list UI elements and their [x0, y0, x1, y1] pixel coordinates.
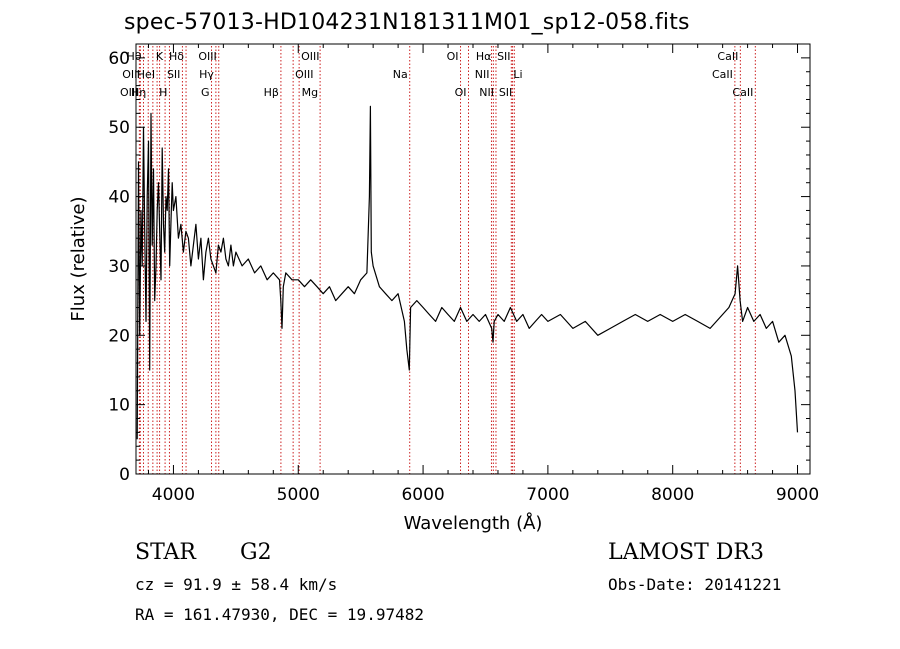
- x-tick-label-5000: 5000: [277, 485, 320, 505]
- y-tick-label-40: 40: [108, 188, 130, 208]
- line-marker-label-22: Hα: [476, 50, 492, 63]
- line-marker-label-8: H: [159, 86, 167, 99]
- line-marker-label-16: OIII: [301, 50, 319, 63]
- x-tick-label-9000: 9000: [776, 485, 819, 505]
- y-tick-label-60: 60: [108, 49, 130, 69]
- y-tick-label-50: 50: [108, 118, 130, 138]
- line-marker-label-21: NII: [475, 68, 490, 81]
- line-marker-label-5: HeI: [137, 68, 155, 81]
- line-marker-label-19: OI: [447, 50, 459, 63]
- line-markers-layer: [138, 46, 756, 474]
- spectrum-layer: [136, 105, 799, 440]
- line-marker-label-10: Hδ: [169, 50, 184, 63]
- y-axis-label: Flux (relative): [68, 196, 89, 321]
- y-tick-label-30: 30: [108, 257, 130, 277]
- line-marker-label-15: OIII: [295, 68, 313, 81]
- chart-title: spec-57013-HD104231N181311M01_sp12-058.f…: [124, 10, 690, 35]
- line-marker-label-17: Mg: [302, 86, 318, 99]
- line-marker-label-13: OIII: [198, 50, 216, 63]
- x-tick-label-8000: 8000: [651, 485, 694, 505]
- object-class: STAR: [135, 540, 196, 565]
- y-tick-label-20: 20: [108, 326, 130, 346]
- x-tick-label-4000: 4000: [152, 485, 195, 505]
- cz-value: cz = 91.9 ± 58.4 km/s: [135, 575, 338, 594]
- line-marker-label-12: Hγ: [199, 68, 214, 81]
- x-tick-label-7000: 7000: [526, 485, 569, 505]
- line-marker-label-24: Li: [513, 68, 522, 81]
- line-marker-label-2: Hθ: [126, 50, 141, 63]
- object-subclass: G2: [240, 540, 272, 565]
- y-tick-label-0: 0: [119, 465, 130, 485]
- line-marker-label-27: CaII: [712, 68, 733, 81]
- line-marker-label-14: Hβ: [264, 86, 279, 99]
- line-marker-label-0: OII: [122, 68, 137, 81]
- line-marker-label-9: SII: [167, 68, 180, 81]
- line-marker-label-3: Hη: [131, 86, 146, 99]
- line-marker-label-18: Na: [393, 68, 408, 81]
- plot-frame: [135, 43, 811, 475]
- y-tick-label-10: 10: [108, 396, 130, 416]
- line-marker-label-11: G: [201, 86, 210, 99]
- x-tick-label-6000: 6000: [401, 485, 444, 505]
- marker-labels-layer: OIIOIIIHθHηHeIKHSIIHδGHγOIIIHβOIIIOIIIMg…: [120, 50, 753, 99]
- ra-dec: RA = 161.47930, DEC = 19.97482: [135, 605, 424, 624]
- line-marker-label-23: NII: [479, 86, 494, 99]
- line-marker-label-1: OIII: [120, 86, 138, 99]
- spectrum-line: [136, 105, 799, 440]
- axes-layer: 4000 5000 6000 7000 8000 9000 0 10 20 30 40 50 60 Wav…: [68, 43, 819, 534]
- line-marker-label-20: OI: [455, 86, 467, 99]
- line-marker-label-26: SII: [499, 86, 512, 99]
- x-axis-label: Wavelength (Å): [404, 512, 543, 534]
- survey-name: LAMOST DR3: [608, 540, 764, 565]
- line-marker-label-29: CaII: [732, 86, 753, 99]
- line-marker-label-28: CaII: [717, 50, 738, 63]
- obs-date: Obs-Date: 20141221: [608, 575, 782, 594]
- line-marker-label-25: SII: [497, 50, 510, 63]
- line-marker-label-7: K: [156, 50, 164, 63]
